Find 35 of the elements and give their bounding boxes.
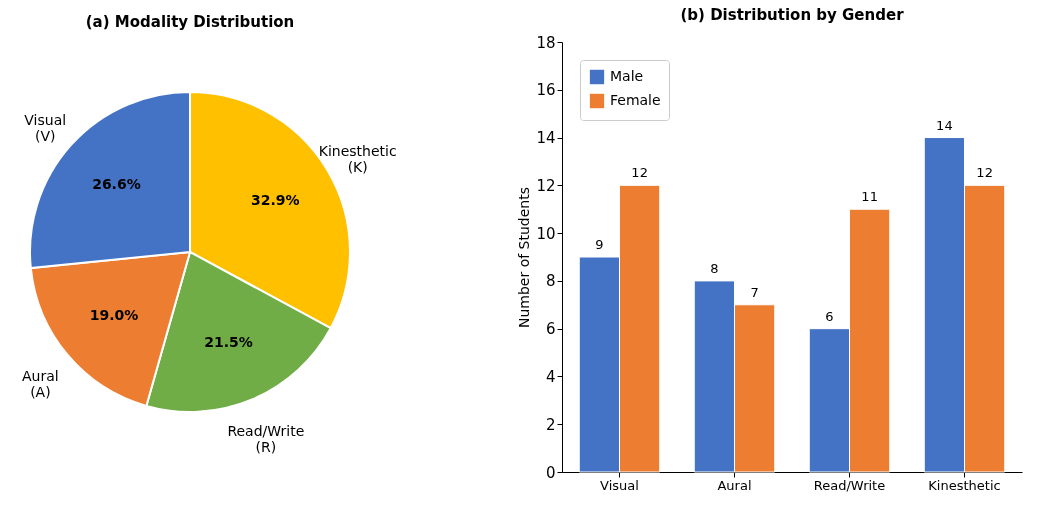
data-label: 21.5% xyxy=(204,334,253,351)
x-tick-label: Read/Write xyxy=(813,477,886,493)
data-label: 12 xyxy=(631,165,648,181)
legend-label: Female xyxy=(610,92,661,108)
data-label: 19.0% xyxy=(89,306,139,323)
data-label: 6 xyxy=(825,308,834,324)
data-label: 11 xyxy=(861,189,878,205)
slice-label: Kinesthetic (K) xyxy=(318,143,397,176)
y-tick-label: 10 xyxy=(536,224,556,243)
y-axis-title: Number of Students xyxy=(516,186,533,329)
y-tick-label: 16 xyxy=(536,81,556,100)
x-tick-label: Aural xyxy=(717,477,752,493)
data-label: 14 xyxy=(936,117,953,133)
data-label: 9 xyxy=(595,237,604,252)
y-tick-label: 0 xyxy=(545,463,556,482)
y-tick-label: 14 xyxy=(536,129,556,148)
data-label: 32.9% xyxy=(250,192,300,209)
data-label: 26.6% xyxy=(92,176,141,193)
y-tick-label: 6 xyxy=(545,320,556,339)
chart-title: (b) Distribution by Gender xyxy=(680,6,905,24)
y-tick-label: 4 xyxy=(545,367,556,386)
legend-label: Male xyxy=(610,68,644,84)
slice-label: Visual (V) xyxy=(24,112,67,145)
x-tick-label: Kinesthetic xyxy=(928,477,1001,493)
slice-label: Read/Write (R) xyxy=(227,422,305,455)
data-label: 7 xyxy=(750,284,759,300)
slice-label: Aural (A) xyxy=(22,368,59,401)
y-tick-label: 2 xyxy=(545,415,556,434)
y-tick-label: 12 xyxy=(536,176,556,195)
x-tick-label: Visual xyxy=(600,477,639,493)
y-tick-label: 8 xyxy=(545,272,556,291)
chart-title: (a) Modality Distribution xyxy=(85,13,295,31)
data-label: 8 xyxy=(710,260,719,276)
y-tick-label: 18 xyxy=(536,33,556,52)
data-label: 12 xyxy=(976,165,993,181)
